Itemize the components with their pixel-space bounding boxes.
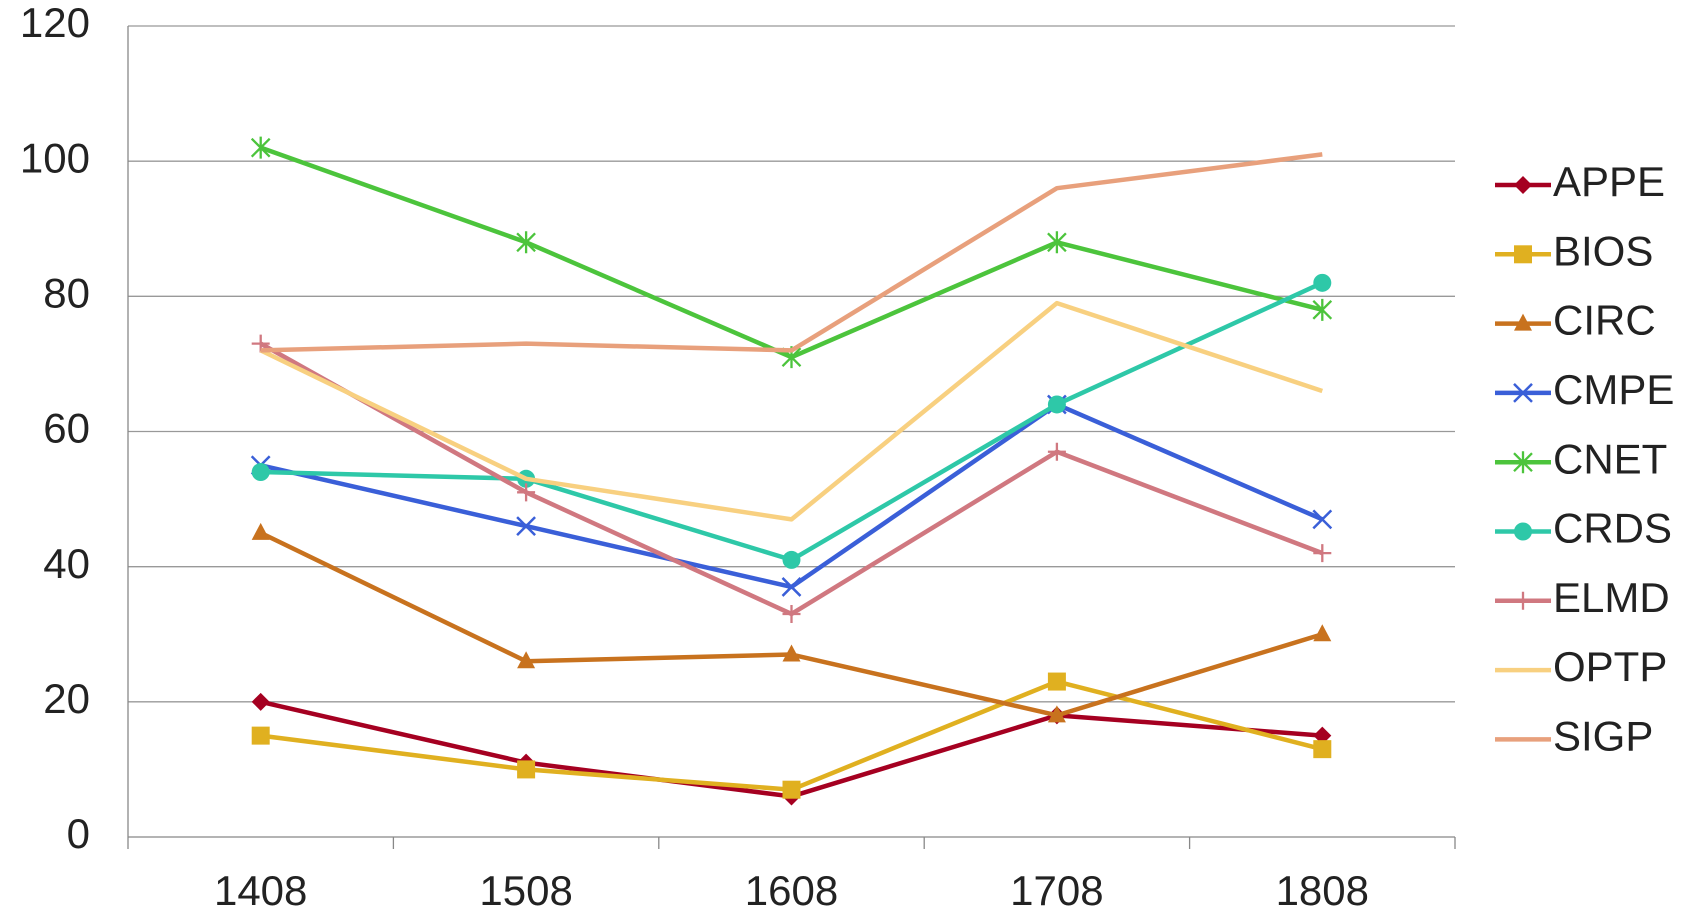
x-tick-label: 1708	[1010, 867, 1103, 914]
marker	[517, 483, 536, 502]
legend-label: ELMD	[1553, 574, 1670, 621]
marker	[1047, 395, 1066, 414]
x-tick-label: 1508	[479, 867, 572, 914]
marker	[781, 577, 802, 597]
marker	[517, 760, 536, 779]
marker	[1313, 726, 1332, 745]
marker	[1513, 383, 1533, 403]
marker	[1513, 451, 1533, 474]
marker	[1313, 740, 1332, 759]
series-line	[259, 341, 1324, 617]
marker	[1313, 624, 1332, 642]
marker	[1047, 705, 1066, 723]
legend-label: CIRC	[1553, 297, 1656, 344]
y-tick-label: 120	[20, 0, 90, 46]
legend-label: CMPE	[1553, 366, 1674, 413]
marker	[1047, 442, 1066, 461]
marker	[1312, 298, 1333, 321]
series-line	[259, 300, 1324, 522]
y-tick-label: 80	[43, 269, 90, 316]
marker	[517, 651, 536, 669]
marker	[250, 136, 271, 159]
marker	[1047, 672, 1066, 691]
legend-label: CRDS	[1553, 505, 1672, 552]
marker	[1514, 245, 1532, 264]
series-line	[260, 152, 1323, 353]
marker	[251, 463, 270, 482]
y-tick-label: 0	[67, 810, 90, 857]
marker	[251, 726, 270, 745]
legend-label: CNET	[1553, 435, 1667, 482]
marker	[782, 780, 801, 799]
legend-label: OPTP	[1553, 643, 1667, 690]
marker	[782, 550, 801, 569]
marker	[1514, 591, 1532, 610]
marker	[1514, 522, 1532, 541]
x-tick-label: 1808	[1276, 867, 1369, 914]
y-tick-label: 60	[43, 405, 90, 452]
legend-label: APPE	[1553, 158, 1665, 205]
series-line	[260, 679, 1323, 792]
marker	[251, 522, 270, 540]
marker	[1514, 176, 1532, 194]
marker	[251, 692, 270, 711]
marker	[782, 644, 801, 662]
y-tick-label: 20	[43, 675, 90, 722]
marker	[782, 604, 801, 623]
marker	[1514, 313, 1532, 331]
marker	[516, 516, 536, 537]
marker	[1312, 509, 1333, 530]
x-tick-label: 1608	[745, 867, 838, 914]
y-tick-label: 40	[43, 540, 90, 587]
x-tick-label: 1408	[214, 867, 307, 914]
marker	[516, 231, 536, 254]
marker	[1047, 231, 1067, 254]
marker	[1313, 273, 1332, 292]
legend-label: BIOS	[1553, 227, 1653, 274]
legend-label: SIGP	[1553, 712, 1653, 759]
y-tick-label: 100	[20, 134, 90, 181]
marker	[1313, 544, 1332, 563]
series-line	[259, 145, 1323, 360]
